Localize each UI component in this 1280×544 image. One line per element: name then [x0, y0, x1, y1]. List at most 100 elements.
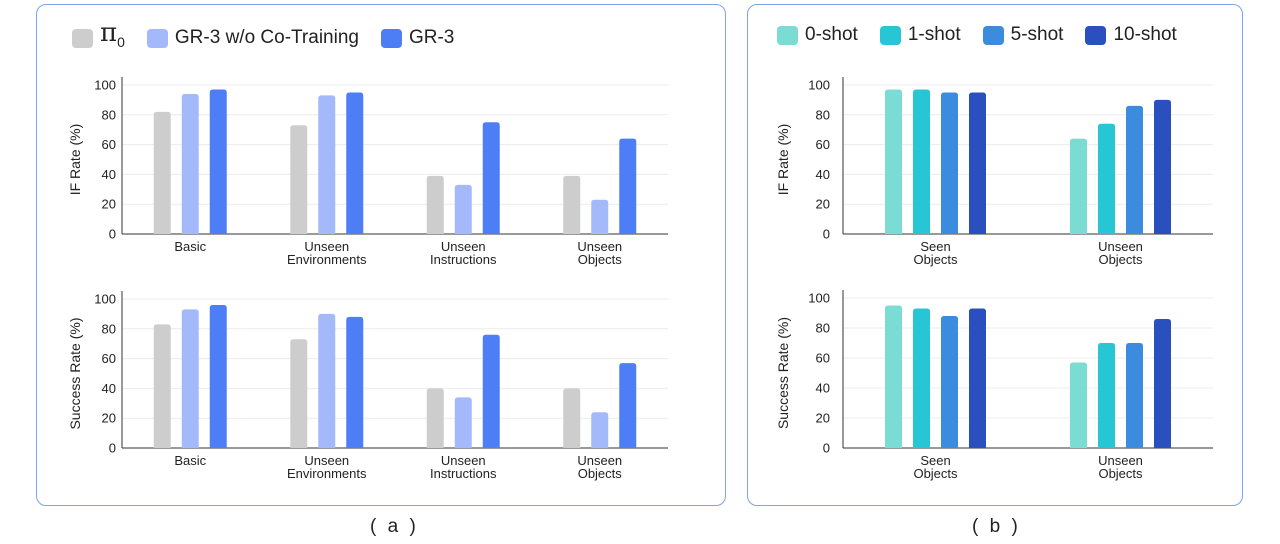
- x-tick-label: Basic: [174, 453, 206, 468]
- bar: [969, 308, 986, 448]
- bar: [290, 339, 308, 448]
- bar: [1126, 105, 1143, 234]
- bar: [941, 92, 958, 234]
- y-tick-label: 60: [102, 351, 116, 366]
- bar: [1154, 99, 1171, 235]
- legend-label-10-shot: 10-shot: [1113, 24, 1177, 45]
- legend-pi-symbol: π: [100, 18, 118, 48]
- y-tick-label: 0: [823, 227, 830, 242]
- bar: [941, 316, 958, 448]
- y-axis-label: IF Rate (%): [775, 124, 791, 196]
- y-tick-label: 0: [823, 441, 830, 456]
- x-tick-label: Objects: [1098, 466, 1143, 481]
- legend-item-1-shot: 1-shot: [879, 24, 961, 46]
- y-tick-label: 100: [94, 292, 116, 307]
- bar: [619, 363, 637, 448]
- legend-swatch-1-shot: [879, 25, 901, 45]
- bar: [454, 184, 472, 234]
- x-tick-label: Unseen: [304, 239, 349, 254]
- bar: [885, 89, 902, 234]
- y-tick-label: 80: [816, 107, 830, 122]
- y-tick-label: 20: [816, 197, 830, 212]
- legend-swatch-0-shot: [777, 25, 798, 45]
- y-tick-label: 40: [816, 167, 830, 182]
- bar: [913, 308, 930, 448]
- caption-b: ( b ): [972, 516, 1021, 537]
- bar: [209, 304, 227, 448]
- y-tick-label: 40: [102, 167, 116, 182]
- bar: [1098, 123, 1115, 234]
- panel-a: [36, 4, 726, 506]
- x-tick-label: Objects: [578, 252, 623, 267]
- legend-label-1-shot: 1-shot: [907, 24, 961, 45]
- y-tick-label: 100: [94, 78, 116, 93]
- bar: [318, 95, 336, 235]
- bar: [1098, 343, 1115, 448]
- x-tick-label: Unseen: [441, 453, 486, 468]
- bar: [563, 388, 581, 448]
- bar: [426, 175, 444, 234]
- bar: [1154, 319, 1171, 448]
- y-tick-label: 80: [816, 321, 830, 336]
- legend-item-pi0: π0: [72, 20, 125, 52]
- bar: [181, 93, 199, 234]
- bar: [591, 412, 609, 448]
- x-tick-label: Objects: [578, 466, 623, 481]
- x-tick-label: Seen: [920, 239, 950, 254]
- y-tick-label: 80: [102, 107, 116, 122]
- x-tick-label: Seen: [920, 453, 950, 468]
- bar: [1070, 138, 1087, 234]
- legend-item-10-shot: 10-shot: [1085, 24, 1177, 46]
- y-tick-label: 40: [816, 381, 830, 396]
- bar: [181, 309, 199, 448]
- x-tick-label: Unseen: [441, 239, 486, 254]
- legend-swatch-gr3: [380, 28, 402, 48]
- x-tick-label: Unseen: [304, 453, 349, 468]
- bar: [318, 313, 336, 448]
- bar: [426, 388, 444, 448]
- y-tick-label: 100: [808, 78, 830, 93]
- x-tick-label: Objects: [913, 466, 958, 481]
- x-tick-label: Environments: [287, 466, 367, 481]
- y-tick-label: 0: [109, 441, 116, 456]
- y-tick-label: 20: [816, 411, 830, 426]
- y-tick-label: 60: [816, 137, 830, 152]
- legend-item-gr3: GR-3: [380, 27, 454, 49]
- legend-item-5-shot: 5-shot: [982, 24, 1064, 46]
- bar: [290, 125, 308, 234]
- legend-label-gr3-wo-cotraining: GR-3 w/o Co-Training: [174, 27, 359, 49]
- legend-b: 0-shot 1-shot 5-shot 10-shot: [777, 24, 1199, 46]
- x-tick-label: Objects: [1098, 252, 1143, 267]
- legend-swatch-5-shot: [982, 25, 1004, 45]
- bar: [1070, 362, 1087, 448]
- y-tick-label: 20: [102, 411, 116, 426]
- bar: [454, 397, 472, 448]
- y-axis-label: Success Rate (%): [775, 317, 791, 429]
- legend-label-0-shot: 0-shot: [805, 24, 858, 45]
- y-tick-label: 100: [808, 291, 830, 306]
- x-tick-label: Unseen: [577, 453, 622, 468]
- legend-swatch-pi0: [72, 28, 93, 48]
- bar: [346, 92, 364, 234]
- bar: [482, 122, 500, 234]
- y-tick-label: 20: [102, 197, 116, 212]
- y-axis-label: Success Rate (%): [67, 317, 83, 429]
- legend-swatch-gr3-wo-cotraining: [146, 28, 168, 48]
- y-tick-label: 40: [102, 381, 116, 396]
- bar: [153, 111, 171, 234]
- x-tick-label: Instructions: [430, 252, 497, 267]
- bar: [591, 199, 609, 234]
- bar: [346, 316, 364, 448]
- legend-item-0-shot: 0-shot: [777, 24, 858, 46]
- legend-label-5-shot: 5-shot: [1010, 24, 1064, 45]
- legend-label-pi0: π0: [100, 20, 125, 52]
- y-tick-label: 0: [109, 227, 116, 242]
- bar: [619, 138, 637, 234]
- bar: [913, 89, 930, 234]
- bar: [482, 334, 500, 448]
